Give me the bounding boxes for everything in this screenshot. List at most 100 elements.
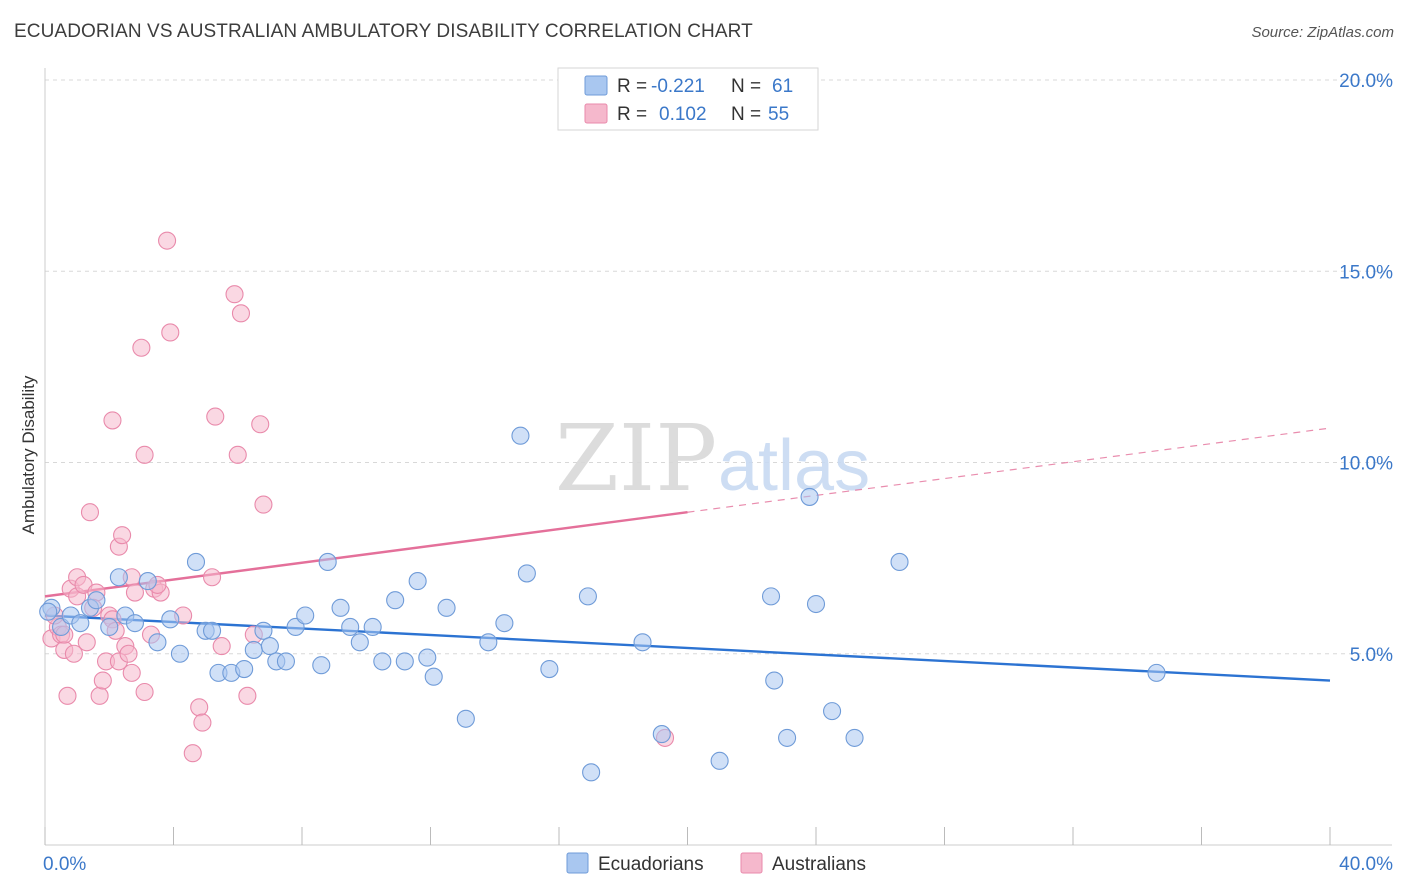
x-tick-labels: 0.0% 40.0% [43,854,1393,875]
ecuadorians-point [408,572,427,591]
ecuadorians-point [341,617,360,637]
series-legend: Ecuadorians Australians [566,852,866,875]
australians-point [132,338,151,357]
watermark-zip: ZIP [555,405,717,512]
legend-r-label-2: R = [617,104,647,125]
x-tick-label-min: 0.0% [43,854,86,875]
ecuadorians-point [203,621,222,640]
ecuadorians-point [845,728,864,747]
ecuadorians-point [170,644,189,663]
australians-point [113,526,132,545]
australians-point [158,231,177,250]
ecuadorians-point [373,652,392,671]
ecuadorians-point [138,572,157,591]
australians-point [193,713,212,732]
australians-point [90,686,109,705]
chart-title: ECUADORIAN VS AUSTRALIAN AMBULATORY DISA… [14,21,753,42]
ecuadorians-point [517,564,536,583]
australians-point [225,285,244,304]
legend-swatch-pink [584,103,608,124]
ecuadorians-point [276,652,295,671]
australians-point [228,445,247,464]
ecuadorians-point [633,633,652,652]
y-tick-label: 20.0% [1339,71,1393,92]
ecuadorians-point [148,633,167,652]
australians-point [64,644,83,663]
australians-point [212,637,231,656]
x-tick-label-max: 40.0% [1339,854,1393,875]
ecuadorians-point [479,633,498,652]
ecuadorians-point [540,659,559,679]
ecuadorians-point [87,591,106,610]
ecuadorians-point [806,594,826,614]
watermark: ZIP atlas [555,405,870,512]
y-tick-labels: 5.0% 10.0% 15.0% 20.0% [1339,71,1393,666]
australians-point [93,671,112,690]
ecuadorians-point [254,621,273,640]
australians-point [238,686,257,705]
legend-r-label-1: R = [617,76,647,97]
legend-n-value-2: 55 [768,104,789,125]
bottom-legend-ecuadorians: Ecuadorians [598,854,704,875]
y-tick-label: 5.0% [1350,645,1393,666]
ecuadorians-point [363,617,382,637]
bottom-legend-swatch-ecuadorians [566,852,589,874]
axes [44,68,1392,846]
ecuadorians-point [312,656,331,675]
australians-point [119,644,138,663]
ecuadorians-point [296,606,315,625]
correlation-legend: R = -0.221 N = 61 R = 0.102 N = 55 [557,67,819,131]
ecuadorians-point [331,598,350,617]
ecuadorians-point [186,552,206,572]
ecuadorians-point [511,426,530,445]
ecuadorians-point [395,652,414,671]
australians-point [103,411,122,430]
australians-point [190,698,209,717]
legend-swatch-blue [584,75,608,96]
ecuadorians-point [100,617,119,637]
australians-point [206,407,225,426]
ecuadorians-point [437,598,456,617]
legend-n-label-1: N = [731,76,761,97]
y-axis-label: Ambulatory Disability [19,375,38,534]
ecuadorians-point [318,552,337,572]
y-tick-label: 15.0% [1339,262,1393,283]
ecuadorians-point [161,610,180,629]
australians-point [122,663,141,682]
ecuadorians-point [800,487,819,506]
ecuadorians-point [582,763,601,782]
ecuadorians-point [39,602,58,621]
ecuadorians-point [778,728,797,747]
ecuadorians-point [418,648,437,667]
ecuadorians-point [495,614,514,633]
legend-n-value-1: 61 [772,76,793,97]
ecuadorians-point [823,702,842,721]
ecuadorians-point [71,614,90,633]
y-tick-label: 10.0% [1339,454,1393,475]
ecuadorians-point [235,659,254,679]
ecuadorians-point [761,587,781,606]
ecuadorians-point [765,671,784,690]
australians-point [80,503,100,522]
australians-point [161,323,180,342]
australians-point [183,744,202,763]
ecuadorians-point [424,667,443,686]
bottom-legend-swatch-australians [740,852,763,874]
ecuadorians-point [244,640,263,659]
ecuadorians-point [386,591,405,610]
australians-point [135,445,154,464]
ecuadorians-point [652,725,671,744]
ecuadorians-point [350,633,369,652]
bottom-legend-australians: Australians [772,854,866,875]
australians-point [254,495,273,514]
australians-point [251,415,270,434]
ecuadorians-point [260,637,279,656]
gridlines [45,79,1392,655]
australians-point [135,682,154,702]
ecuadorians-point [125,614,144,633]
australians-point [231,304,251,323]
australians-point [77,633,96,652]
ecuadorians-point [109,568,128,587]
australians-point [58,686,77,705]
